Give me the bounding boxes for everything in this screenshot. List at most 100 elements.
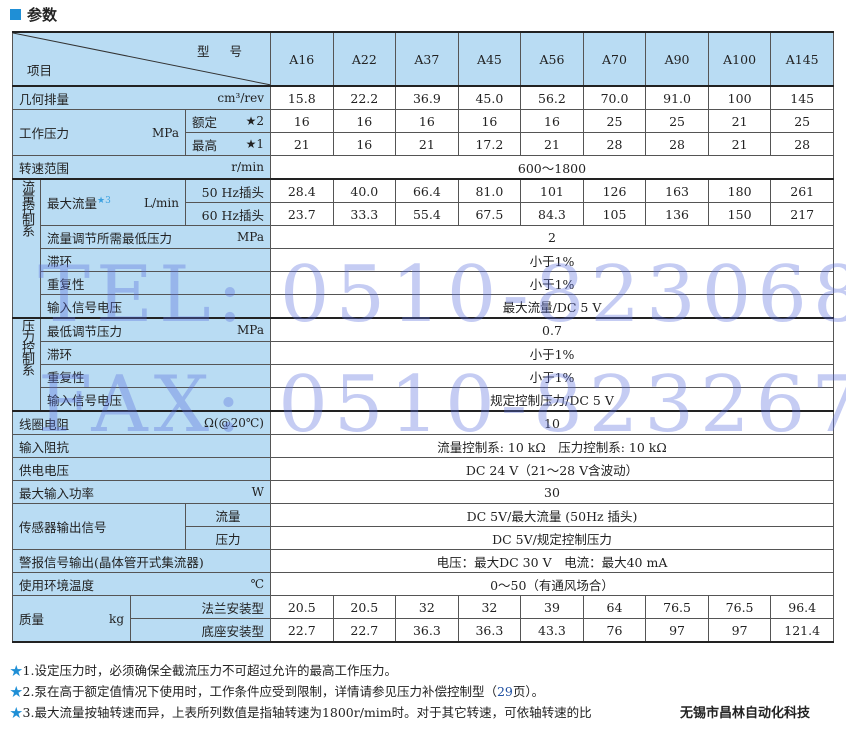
value-cell: 16 xyxy=(395,109,459,133)
row-label: 流量调节所需最低压力 xyxy=(47,230,173,246)
value-cell: 28 xyxy=(645,132,709,156)
value-cell: 小于1% xyxy=(270,248,834,272)
row-label: 使用环境温度 xyxy=(19,577,95,593)
section-title: 参数 xyxy=(10,4,57,25)
note-2: ★2.泵在高于额定值情况下使用时，工作条件应受到限制，详情请参见压力补偿控制型（… xyxy=(10,684,545,699)
table-row: 型 号项目 A16 A22 A37 A45 A56 A70 A90 A100 A145 xyxy=(12,31,834,87)
value-cell: 126 xyxy=(582,178,647,203)
value-cell: 28 xyxy=(582,132,647,156)
row-unit: kg xyxy=(109,611,124,626)
row-label: 滞环 xyxy=(40,341,271,365)
table-row: 重复性 小于1% xyxy=(13,364,834,388)
value-cell: 21 xyxy=(707,109,772,133)
sub-label-rated: 额定 ★2 xyxy=(185,109,271,133)
model-header: A45 xyxy=(457,31,522,87)
value-cell: 36.3 xyxy=(457,618,522,643)
note-1: ★1.设定压力时，必须确保全截流压力不可超过允许的最高工作压力。 xyxy=(10,663,397,678)
row-label: 最大输入功率 xyxy=(19,485,95,501)
value-cell: 30 xyxy=(270,480,834,504)
row-unit: Ω(@20℃) xyxy=(203,416,264,430)
value-cell: 20.5 xyxy=(270,595,334,619)
table-row: 输入信号电压 规定控制压力/DC 5 V xyxy=(13,387,834,412)
value-cell: 45.0 xyxy=(457,85,522,110)
row-label: 转速范围 xyxy=(19,160,70,176)
row-label: 警报信号输出(晶体管开式集流器) xyxy=(12,549,271,573)
table-row: 最高 ★1 21 16 21 17.2 21 28 28 21 28 xyxy=(13,132,834,156)
header-corner-cell: 型 号项目 xyxy=(12,31,271,87)
value-cell: 25 xyxy=(770,109,834,133)
row-label: 输入阻抗 xyxy=(12,434,271,458)
value-cell: 16 xyxy=(270,109,334,133)
value-cell: 28.4 xyxy=(270,178,334,203)
value-cell: 28 xyxy=(770,132,834,156)
value-cell: 10 xyxy=(270,410,834,435)
square-bullet-icon xyxy=(10,9,21,20)
table-row: 质量 kg 法兰安装型 20.5 20.5 32 32 39 64 76.5 76.5 96.4 xyxy=(12,595,834,643)
value-cell: 电压：最大DC 30 V 电流：最大40 mA xyxy=(270,549,834,573)
value-cell: 17.2 xyxy=(457,132,522,156)
value-cell: 136 xyxy=(645,202,709,226)
value-cell: 180 xyxy=(707,178,772,203)
table-row: 底座安装型 22.7 22.7 36.3 36.3 43.3 76 97 97 121.4 xyxy=(13,618,834,643)
value-cell: 小于1% xyxy=(270,271,834,295)
value-cell: 91.0 xyxy=(645,85,709,110)
row-unit: W xyxy=(251,485,264,499)
row-unit: ★1 xyxy=(245,137,264,151)
row-label: 最大输入功率 W xyxy=(12,480,271,504)
value-cell: 163 xyxy=(645,178,709,203)
value-cell: 81.0 xyxy=(457,178,522,203)
value-cell: 121.4 xyxy=(770,618,834,643)
row-label: 重复性 xyxy=(40,271,271,295)
row-label: 警报信号输出(晶体管开式集流器) xyxy=(19,554,204,570)
page-reference: 29 xyxy=(496,684,513,699)
footnotes: ★1.设定压力时，必须确保全截流压力不可超过允许的最高工作压力。 ★2.泵在高于… xyxy=(10,660,592,723)
value-cell: 70.0 xyxy=(582,85,647,110)
value-cell: 32 xyxy=(457,595,522,619)
row-label: 滞环 xyxy=(47,346,73,362)
sub-label-pressure: 压力 xyxy=(185,526,271,550)
value-cell: 84.3 xyxy=(520,202,584,226)
value-cell: 21 xyxy=(707,132,772,156)
row-label: 线圈电阻 Ω(@20℃) xyxy=(12,410,271,435)
row-label: 流量调节所需最低压力 MPa xyxy=(40,225,271,249)
value-cell: 22.2 xyxy=(332,85,397,110)
value-cell: 76 xyxy=(582,618,647,643)
sub-label-max: 最高 ★1 xyxy=(185,132,271,156)
row-label: 输入信号电压 xyxy=(47,299,123,315)
group-label-pressure: 压力控制系 xyxy=(12,317,41,412)
note-3: ★3.最大流量按轴转速而异，上表所列数值是指轴转速为1800r/mim时。对于其… xyxy=(10,705,592,720)
model-header: A56 xyxy=(520,31,584,87)
spec-table: 型 号项目 A16 A22 A37 A45 A56 A70 A90 A100 A145 几何排量 cm… xyxy=(12,31,834,643)
sub-label-50hz: 50 Hz插头 xyxy=(185,178,271,203)
row-label: 输入信号电压 xyxy=(40,294,271,319)
table-row: 输入信号电压 最大流量/DC 5 V xyxy=(13,294,834,319)
row-unit: cm³/rev xyxy=(217,91,264,105)
table-row: 压力 DC 5V/规定控制压力 xyxy=(13,526,834,550)
row-label: 使用环境温度 ℃ xyxy=(12,572,271,596)
table-row: 转速范围 r/min 600～1800 xyxy=(12,155,834,180)
value-cell: 97 xyxy=(645,618,709,643)
value-cell: DC 5V/最大流量 (50Hz 插头) xyxy=(270,503,834,527)
value-cell: 67.5 xyxy=(457,202,522,226)
value-cell: 55.4 xyxy=(395,202,459,226)
row-label-mass: 质量 kg xyxy=(12,595,131,643)
value-cell: 43.3 xyxy=(520,618,584,643)
row-label: 输入信号电压 xyxy=(40,387,271,412)
row-label: 最低调节压力 xyxy=(47,323,123,339)
value-cell: 15.8 xyxy=(270,85,334,110)
table-row: 最大输入功率 W 30 xyxy=(12,480,834,504)
row-label-speed: 转速范围 r/min xyxy=(12,155,271,180)
model-header: A145 xyxy=(770,31,834,87)
table-row: 线圈电阻 Ω(@20℃) 10 xyxy=(12,410,834,435)
value-cell: 105 xyxy=(582,202,647,226)
row-unit: ★2 xyxy=(245,114,264,128)
table-row: 流量调节所需最低压力 MPa 2 xyxy=(13,225,834,249)
row-label: 重复性 xyxy=(47,369,85,385)
row-unit: MPa xyxy=(237,230,264,244)
row-label: 滞环 xyxy=(47,253,73,269)
value-cell: 64 xyxy=(582,595,647,619)
row-label: 质量 xyxy=(19,612,45,627)
value-cell: 16 xyxy=(332,109,397,133)
row-unit: ℃ xyxy=(250,577,264,591)
value-cell: 0.7 xyxy=(270,317,834,342)
